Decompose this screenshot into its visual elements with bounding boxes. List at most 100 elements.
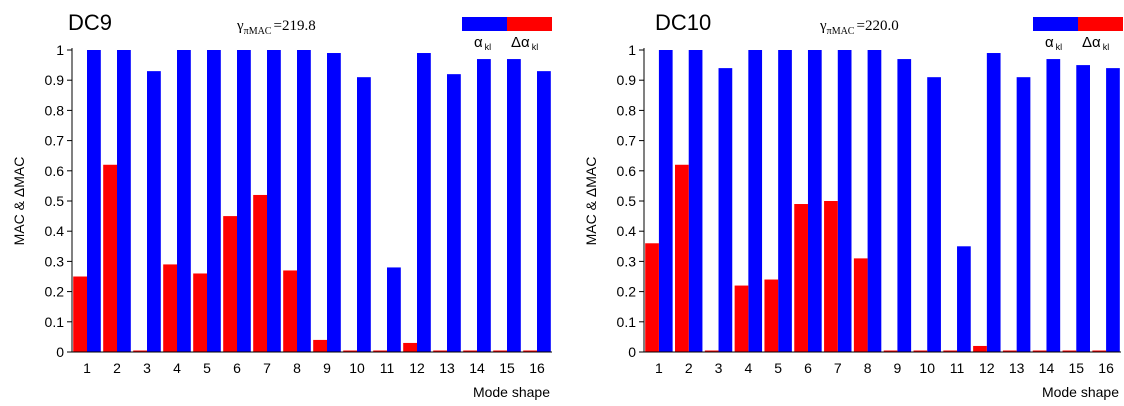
x-axis-label: Mode shape [1042, 384, 1119, 400]
gamma-annotation: γπMAC =220.0 [819, 18, 899, 37]
legend-name-delta-mac: Δα [511, 34, 530, 51]
legend-name-delta-mac: Δα [1082, 34, 1101, 51]
bar-mac-9 [897, 59, 912, 353]
x-tick-label: 7 [834, 360, 842, 376]
bar-delta-mac-5 [764, 279, 779, 352]
bar-delta-mac-4 [163, 264, 177, 352]
gamma-subscript: πMAC [827, 26, 855, 37]
bar-mac-2 [688, 50, 703, 352]
bar-delta-mac-14 [463, 350, 477, 352]
bar-mac-14 [477, 59, 491, 353]
bar-delta-mac-13 [1002, 350, 1017, 352]
x-tick-label: 8 [293, 360, 301, 376]
gamma-value: =219.8 [273, 18, 315, 34]
gamma-annotation: γπMAC =219.8 [236, 18, 316, 37]
bar-delta-mac-16 [1092, 350, 1107, 352]
bar-mac-12 [417, 53, 431, 353]
legend-sub-delta-mac: kl [1103, 42, 1110, 52]
bar-delta-mac-10 [343, 350, 357, 352]
legend-swatch-mac [462, 17, 507, 31]
bar-delta-mac-2 [103, 164, 117, 352]
x-tick-label: 1 [655, 360, 663, 376]
bar-mac-10 [927, 77, 941, 353]
bar-mac-12 [986, 53, 1001, 353]
y-tick-label: 0.4 [617, 223, 637, 239]
chart-title: DC9 [68, 10, 112, 35]
bar-mac-1 [87, 50, 101, 352]
bar-delta-mac-11 [373, 350, 387, 352]
y-tick-label: 0.7 [45, 133, 65, 149]
gamma-value: =220.0 [856, 18, 898, 34]
bar-mac-4 [748, 50, 763, 352]
x-tick-label: 3 [715, 360, 723, 376]
x-tick-label: 1 [83, 360, 91, 376]
bar-mac-3 [147, 71, 161, 352]
x-tick-label: 11 [380, 360, 395, 376]
x-tick-label: 15 [1068, 360, 1084, 376]
legend-label-mac: α kl [1045, 34, 1062, 52]
bar-delta-mac-5 [193, 273, 207, 352]
x-tick-label: 9 [323, 360, 331, 376]
bar-mac-5 [207, 50, 221, 352]
x-tick-label: 10 [919, 360, 935, 376]
chart-title: DC10 [655, 10, 711, 35]
y-tick-label: 0.5 [617, 193, 637, 209]
x-tick-label: 5 [203, 360, 211, 376]
bar-mac-16 [537, 71, 551, 352]
y-tick-label: 0.7 [617, 133, 637, 149]
bar-mac-5 [778, 50, 792, 352]
x-tick-label: 14 [1039, 360, 1055, 376]
legend-name-mac: α [1045, 34, 1054, 51]
bar-delta-mac-13 [433, 350, 447, 352]
bar-mac-10 [357, 77, 371, 353]
bar-mac-6 [237, 50, 251, 352]
bar-delta-mac-12 [403, 342, 417, 352]
y-tick-label: 0.5 [45, 193, 65, 209]
bar-delta-mac-7 [824, 201, 838, 352]
y-tick-label: 0.8 [45, 102, 65, 118]
x-tick-label: 12 [409, 360, 425, 376]
bar-delta-mac-1 [73, 276, 87, 352]
x-tick-label: 13 [1009, 360, 1025, 376]
y-tick-label: 1 [628, 42, 636, 58]
y-tick-label: 0.2 [45, 284, 65, 300]
bar-delta-mac-10 [913, 350, 928, 352]
y-tick-label: 0.9 [45, 72, 65, 88]
y-tick-label: 0.1 [617, 314, 637, 330]
y-tick-label: 0.6 [617, 163, 637, 179]
legend-label-delta-mac: Δα kl [1082, 34, 1109, 52]
x-tick-label: 16 [529, 360, 545, 376]
x-tick-label: 6 [233, 360, 241, 376]
bar-delta-mac-6 [794, 204, 808, 352]
legend: α kl Δα kl [1033, 17, 1123, 52]
chart-panel-2: DC10 γπMAC =220.0 MAC & ΔMAC 0 0.1 0.2 0.3 0.4 0.… [583, 10, 1123, 400]
legend-label-mac: α kl [474, 34, 491, 52]
y-tick-label: 0.4 [45, 223, 65, 239]
y-tick-label: 0 [56, 344, 64, 360]
bar-mac-13 [447, 74, 461, 352]
y-tick-label: 0.3 [45, 253, 65, 269]
bar-mac-3 [718, 68, 733, 353]
bar-delta-mac-3 [133, 350, 147, 352]
bar-mac-11 [387, 267, 401, 352]
bar-delta-mac-11 [943, 350, 958, 352]
x-tick-label: 9 [894, 360, 902, 376]
x-tick-label: 8 [864, 360, 872, 376]
legend: α kl Δα kl [462, 17, 552, 52]
y-axis-label: MAC & ΔMAC [583, 157, 599, 246]
x-tick-label: 4 [744, 360, 752, 376]
y-tick-label: 0.2 [617, 284, 637, 300]
y-tick-label: 0.3 [617, 253, 637, 269]
legend-sub-mac: kl [485, 42, 492, 52]
y-tick-label: 0.1 [45, 314, 65, 330]
x-tick-label: 12 [979, 360, 995, 376]
x-tick-label: 16 [1098, 360, 1114, 376]
bar-delta-mac-6 [223, 216, 237, 352]
x-tick-label: 14 [469, 360, 485, 376]
y-axis-label: MAC & ΔMAC [11, 157, 27, 246]
x-axis-label: Mode shape [473, 384, 550, 400]
x-tick-label: 4 [173, 360, 181, 376]
bar-mac-7 [267, 50, 281, 352]
bar-mac-16 [1106, 68, 1120, 353]
legend-sub-mac: kl [1056, 42, 1063, 52]
